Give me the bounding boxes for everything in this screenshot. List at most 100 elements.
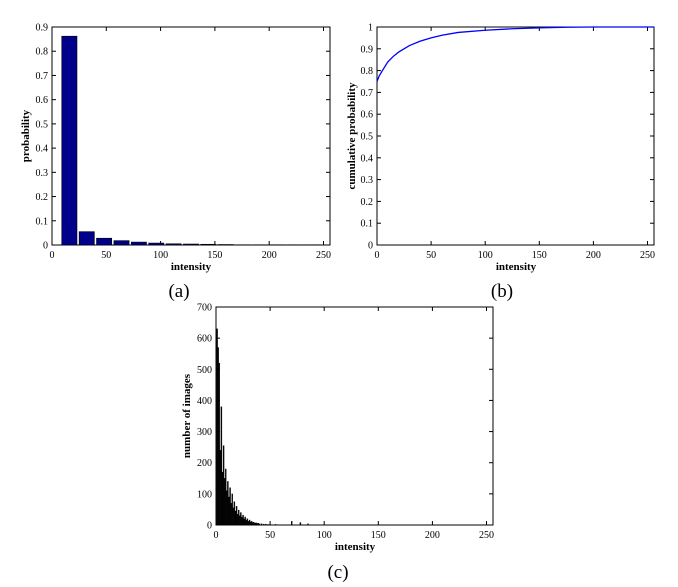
y-tick-label: 0.4 bbox=[36, 144, 49, 155]
bar bbox=[222, 445, 225, 526]
plot-area bbox=[376, 26, 655, 246]
x-tick-label: 0 bbox=[50, 250, 55, 261]
y-tick-labels: 0 0.1 0.2 0.3 0.4 0.5 0.6 0.7 0.8 0.9 bbox=[36, 23, 49, 252]
bar bbox=[234, 510, 237, 526]
bar bbox=[239, 515, 241, 526]
bar bbox=[243, 518, 245, 526]
bar bbox=[96, 237, 113, 246]
y-tick-label: 600 bbox=[197, 334, 212, 345]
x-tick-label: 200 bbox=[262, 250, 277, 261]
bar bbox=[78, 231, 95, 246]
bar bbox=[255, 522, 257, 526]
bar bbox=[265, 523, 267, 526]
y-tick-label: 400 bbox=[197, 396, 212, 407]
bar bbox=[225, 468, 227, 526]
bar bbox=[262, 523, 265, 526]
y-tick-label: 0.9 bbox=[36, 23, 49, 34]
x-tick-label: 150 bbox=[532, 250, 547, 261]
bar bbox=[256, 523, 258, 526]
bar-series bbox=[61, 35, 321, 246]
plot-area bbox=[51, 26, 331, 246]
y-tick-label: 300 bbox=[197, 427, 212, 438]
bar bbox=[165, 243, 182, 246]
y-tick-label: 1 bbox=[368, 23, 373, 34]
bar bbox=[216, 328, 218, 526]
x-axis-label: intensity bbox=[496, 261, 537, 273]
bar bbox=[219, 450, 222, 526]
bar bbox=[252, 522, 254, 526]
bar bbox=[130, 241, 147, 246]
bar bbox=[274, 524, 277, 526]
panel-label: (c) bbox=[327, 562, 348, 583]
bar bbox=[258, 523, 260, 526]
bar bbox=[183, 243, 199, 246]
y-tick-label: 0 bbox=[368, 241, 373, 252]
x-axis-label: intensity bbox=[335, 541, 376, 553]
bar bbox=[254, 522, 256, 526]
y-tick-label: 700 bbox=[197, 303, 212, 314]
x-axis-label: intensity bbox=[171, 261, 212, 273]
bar bbox=[257, 522, 259, 526]
y-tick-label: 100 bbox=[197, 489, 212, 500]
bar bbox=[61, 35, 78, 246]
y-tick-labels: 0 100 200 300 400 500 600 700 bbox=[197, 303, 212, 532]
bar bbox=[251, 521, 253, 526]
x-tick-label: 200 bbox=[586, 250, 601, 261]
bar bbox=[230, 503, 232, 526]
bar-series bbox=[216, 328, 309, 526]
x-tick-label: 50 bbox=[265, 530, 275, 541]
y-tick-labels: 0 0.1 0.2 0.3 0.4 0.5 0.6 0.7 0.8 0.9 1 bbox=[361, 23, 374, 252]
bar bbox=[253, 522, 255, 526]
x-tick-label: 50 bbox=[101, 250, 111, 261]
bar bbox=[267, 524, 269, 526]
bar bbox=[235, 506, 238, 526]
bar bbox=[245, 520, 247, 526]
bar bbox=[240, 512, 242, 526]
y-tick-label: 0.2 bbox=[361, 197, 374, 208]
bar bbox=[218, 362, 220, 526]
y-tick-label: 0.8 bbox=[361, 66, 374, 77]
y-tick-label: 500 bbox=[197, 365, 212, 376]
y-tick-label: 0.6 bbox=[36, 95, 49, 106]
y-tick-label: 0 bbox=[207, 521, 212, 532]
bar bbox=[227, 481, 229, 526]
y-tick-label: 0.9 bbox=[361, 44, 374, 55]
bar bbox=[233, 501, 236, 526]
panel-label: (b) bbox=[491, 281, 513, 302]
bar bbox=[238, 509, 240, 526]
y-tick-label: 0.7 bbox=[36, 71, 49, 82]
bar bbox=[307, 523, 309, 526]
y-tick-label: 0.5 bbox=[361, 132, 374, 143]
bar bbox=[231, 493, 233, 526]
cumulative-probability-panel: 0 50 100 150 200 250 0 0.1 0.2 0.3 0.4 0.5 0.6 0.7 0.… bbox=[346, 23, 655, 303]
bar bbox=[226, 490, 228, 526]
tick-marks bbox=[51, 26, 330, 246]
tick-marks bbox=[376, 26, 654, 246]
bar bbox=[220, 406, 223, 526]
bar bbox=[236, 513, 239, 526]
x-tick-label: 0 bbox=[214, 530, 219, 541]
bar bbox=[241, 517, 243, 526]
y-tick-label: 0.3 bbox=[361, 175, 374, 186]
bar bbox=[269, 524, 271, 526]
bar bbox=[291, 521, 293, 526]
bar bbox=[200, 243, 217, 246]
probability-histogram-panel: 0 50 100 150 200 250 0 0.1 0.2 0.3 0.4 0.5 0.6 0.7 0.… bbox=[20, 23, 331, 303]
y-tick-label: 0.6 bbox=[361, 110, 374, 121]
y-axis-label: number of images bbox=[181, 373, 193, 458]
y-axis-label: cumulative probability bbox=[346, 82, 358, 190]
bar bbox=[221, 471, 224, 526]
y-tick-label: 0.7 bbox=[361, 88, 374, 99]
bar bbox=[217, 347, 219, 526]
plot-area bbox=[215, 306, 494, 526]
x-tick-label: 250 bbox=[640, 250, 655, 261]
y-tick-label: 200 bbox=[197, 458, 212, 469]
cumulative-line bbox=[376, 26, 654, 82]
y-tick-label: 0.3 bbox=[36, 168, 49, 179]
bar bbox=[247, 521, 250, 526]
x-tick-label: 100 bbox=[478, 250, 493, 261]
y-tick-label: 0.4 bbox=[361, 153, 374, 164]
panel-label: (a) bbox=[168, 281, 189, 302]
bar bbox=[299, 522, 302, 526]
